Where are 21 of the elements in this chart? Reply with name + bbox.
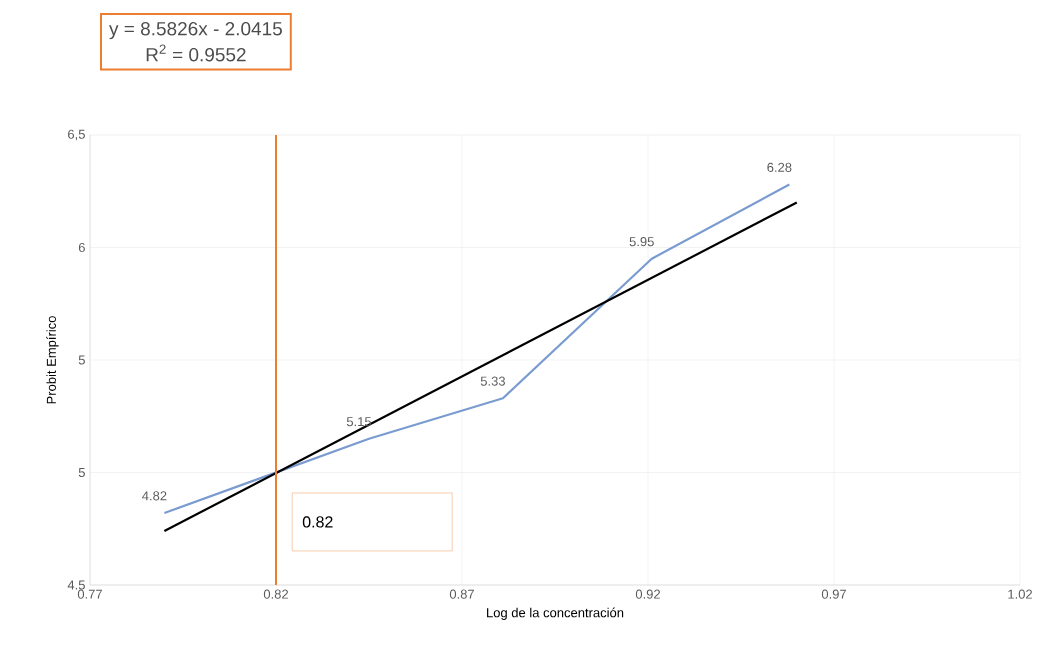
x-tick-label: 0.87 bbox=[449, 589, 474, 599]
text: y = 8.5826x - 2.0415 bbox=[109, 21, 282, 40]
x-axis-title: Log de la concentración bbox=[487, 607, 624, 620]
x-tick-label: 0.92 bbox=[635, 589, 661, 599]
data-label: 5.95 bbox=[629, 237, 654, 247]
ref-line-label: 0.82 bbox=[302, 516, 333, 528]
y-axis-title: Probit Empírico bbox=[46, 316, 59, 404]
x-tick-label: 0.82 bbox=[263, 589, 288, 599]
x-tick-label: 1.02 bbox=[1008, 589, 1033, 599]
data-label: 6.28 bbox=[767, 162, 792, 172]
y-tick-label: 5 bbox=[78, 467, 85, 478]
y-tick-label: 6 bbox=[78, 242, 85, 253]
y-tick-label: 5 bbox=[78, 355, 85, 365]
data-label: 5.33 bbox=[480, 376, 505, 386]
x-tick-label: 0.77 bbox=[77, 589, 102, 599]
y-tick-label: 4.5 bbox=[67, 580, 85, 590]
y-tick-label: 6,5 bbox=[68, 129, 85, 141]
data-label: 4.82 bbox=[142, 491, 167, 501]
data-label: 5.15 bbox=[346, 417, 372, 427]
text: R$^{2}$ = 0.9552 bbox=[146, 44, 246, 62]
x-tick-label: 0.97 bbox=[821, 589, 847, 599]
